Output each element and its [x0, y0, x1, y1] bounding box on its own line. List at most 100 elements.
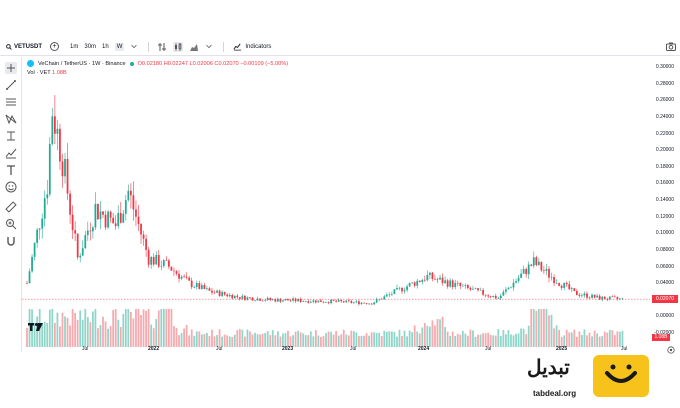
candle-body — [307, 301, 310, 303]
compare-icon[interactable] — [157, 42, 167, 52]
candle-body — [178, 273, 180, 279]
emoji-icon[interactable] — [5, 181, 17, 193]
candle-body — [241, 295, 244, 299]
volume-bar — [195, 331, 198, 347]
time-axis-label: 2025 — [556, 346, 568, 352]
candle-body — [449, 280, 452, 287]
volume-bar — [152, 328, 155, 347]
candle-body — [74, 230, 77, 234]
candle-body — [383, 296, 386, 300]
candle-body — [276, 298, 279, 302]
volume-bar — [583, 329, 586, 347]
top-toolbar: VETUSDT + 1m 30m 1h W Indicators — [0, 38, 680, 56]
volume-bar — [150, 324, 153, 347]
volume-bar — [127, 309, 130, 347]
camera-icon[interactable] — [666, 42, 676, 53]
timeframe-30m[interactable]: 30m — [84, 43, 97, 50]
candle-body — [370, 303, 373, 305]
price-chart[interactable] — [22, 57, 650, 352]
candle-body — [104, 214, 107, 228]
candle-body — [64, 158, 66, 177]
candle-body — [231, 294, 234, 299]
volume-bar — [449, 335, 452, 347]
magnet-icon[interactable] — [5, 235, 17, 247]
price-axis-label: 0.08000 — [655, 246, 674, 253]
toolbar-divider — [223, 41, 225, 52]
volume-bar — [451, 331, 454, 347]
candle-body — [467, 285, 469, 288]
volume-bar — [102, 316, 104, 347]
volume-bar — [502, 330, 505, 347]
crosshair-icon[interactable] — [5, 62, 17, 74]
volume-bar — [320, 336, 322, 347]
candle-body — [499, 295, 502, 299]
candle-body — [565, 282, 568, 285]
price-axis-label: 0.10000 — [655, 230, 674, 237]
candle-body — [352, 302, 355, 303]
candles-icon[interactable] — [173, 41, 184, 52]
candle-body — [190, 280, 193, 288]
brush-icon[interactable] — [5, 147, 17, 159]
horizontal-lines-icon[interactable] — [5, 96, 17, 108]
volume-bar — [581, 334, 583, 347]
go-to-date-icon[interactable] — [667, 346, 675, 354]
candle-body — [249, 297, 251, 298]
volume-bar — [254, 332, 256, 347]
text-tool-icon[interactable] — [5, 164, 17, 176]
timeframe-w[interactable]: W — [114, 42, 125, 51]
measure-range-icon[interactable] — [5, 130, 17, 142]
add-symbol-button[interactable]: + — [50, 42, 60, 51]
volume-bar — [469, 329, 472, 347]
timeframe-dropdown-icon[interactable] — [130, 42, 140, 52]
zoom-in-icon[interactable] — [5, 218, 17, 230]
volume-label: Vol · VET — [27, 70, 51, 76]
symbol-label: VETUSDT — [14, 43, 43, 50]
candle-body — [185, 276, 188, 278]
indicators-button[interactable]: Indicators — [233, 42, 271, 51]
volume-bar — [137, 309, 140, 347]
candle-body — [327, 302, 330, 304]
candle-body — [398, 287, 401, 289]
volume-bar — [162, 309, 165, 347]
volume-bar — [261, 333, 264, 347]
timeframe-1m[interactable]: 1m — [70, 43, 79, 50]
candle-body — [581, 295, 583, 297]
candle-body — [119, 212, 122, 223]
candle-body — [59, 128, 61, 162]
price-axis-label: 0.22000 — [655, 130, 674, 137]
candle-body — [613, 296, 616, 298]
candle-body — [251, 297, 254, 301]
symbol-search[interactable]: VETUSDT — [6, 44, 42, 50]
candle-body — [446, 280, 449, 287]
search-icon — [6, 43, 12, 50]
pattern-icon[interactable] — [5, 113, 17, 125]
area-chart-icon[interactable] — [189, 42, 199, 52]
volume-bar — [613, 335, 616, 347]
candle-body — [621, 298, 624, 299]
volume-bar — [241, 329, 244, 347]
candle-body — [537, 261, 540, 265]
candle-body — [271, 299, 274, 300]
volume-bar — [317, 335, 320, 347]
candle-body — [342, 301, 345, 303]
price-axis-label: 0.04000 — [655, 280, 674, 287]
trend-line-icon[interactable] — [5, 79, 17, 91]
candle-body — [200, 285, 203, 289]
timeframe-1h[interactable]: 1h — [102, 43, 109, 50]
volume-bar — [507, 330, 510, 347]
candle-body — [451, 280, 454, 288]
volume-bar — [375, 333, 378, 347]
candle-body — [570, 288, 573, 290]
ruler-icon[interactable] — [5, 201, 17, 213]
volume-legend: Vol · VET 1.08B — [27, 70, 67, 76]
volume-bar — [505, 334, 507, 347]
candle-body — [284, 299, 287, 301]
volume-bar — [558, 329, 561, 347]
volume-bar — [155, 319, 158, 347]
chart-type-dropdown-icon[interactable] — [205, 42, 215, 52]
volume-bar — [175, 327, 178, 347]
volume-bar — [132, 318, 135, 347]
volume-bar — [135, 309, 137, 347]
volume-bar — [221, 336, 223, 347]
candle-body — [560, 285, 563, 288]
